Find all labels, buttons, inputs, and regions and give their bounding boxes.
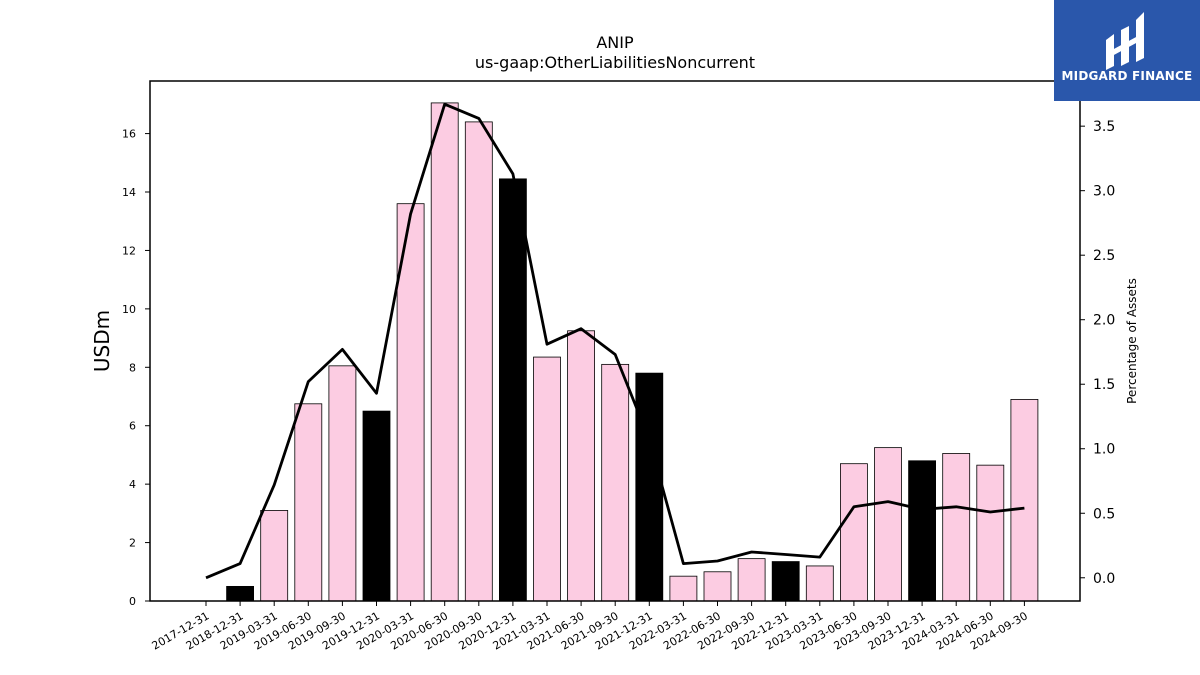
bar-2020-06-30 (430, 102, 459, 602)
bar-2019-12-31 (362, 410, 391, 602)
percentage-of-assets-line (205, 102, 1025, 580)
y2-tick-label: 1.0 (1093, 442, 1115, 458)
y-tick-label: 0 (129, 595, 136, 608)
y-tick-label: 16 (122, 128, 136, 141)
chart-subtitle: us-gaap:OtherLiabilitiesNoncurrent (475, 53, 755, 72)
bar-2023-09-30 (874, 447, 902, 602)
bar-2022-09-30 (737, 558, 766, 602)
bar-series (226, 102, 1039, 602)
y-tick-label: 12 (122, 244, 136, 257)
y-tick-label: 10 (122, 303, 136, 316)
line-series (205, 102, 1025, 580)
brand-name: MIDGARD FINANCE (1061, 69, 1193, 83)
bar-2024-03-31 (942, 453, 971, 602)
bar-2021-12-31 (635, 372, 664, 602)
bar-2018-12-31 (226, 585, 255, 602)
bar-2022-03-31 (669, 575, 698, 602)
bar-2021-03-31 (533, 356, 561, 602)
y2-tick-label: 0.5 (1093, 506, 1115, 522)
bar-2021-06-30 (567, 330, 595, 602)
bar-2024-06-30 (976, 464, 1005, 602)
y-tick-label: 6 (129, 420, 136, 433)
y2-tick-label: 1.5 (1093, 377, 1115, 393)
bar-2020-12-31 (498, 178, 527, 602)
bar-2022-12-31 (771, 561, 800, 602)
bar-2020-03-31 (396, 203, 425, 602)
bar-2019-03-31 (260, 510, 289, 602)
y2-tick-label: 3.5 (1093, 119, 1115, 135)
brand-logo: MIDGARD FINANCE (1054, 0, 1200, 101)
bar-2023-12-31 (908, 460, 936, 602)
bar-2021-09-30 (601, 363, 630, 602)
midgard-logo-icon (1054, 0, 1200, 101)
y-axis-left: 0 2 4 6 8 10 12 14 16 (122, 128, 150, 608)
y2-axis-label: Percentage of Assets (1125, 278, 1139, 404)
y2-tick-label: 2.5 (1093, 248, 1115, 264)
y-tick-label: 4 (129, 478, 136, 491)
y2-tick-label: 3.0 (1093, 184, 1115, 200)
y-axis-label: USDm (90, 310, 114, 372)
bar-2022-06-30 (703, 571, 732, 602)
bar-2019-09-30 (328, 365, 357, 602)
y-tick-label: 8 (129, 361, 136, 374)
bar-2023-06-30 (840, 463, 868, 602)
y-axis-right: 0.0 0.5 1.0 1.5 2.0 2.5 3.0 3.5 (1080, 119, 1115, 587)
x-axis: 2017-12-312018-12-312019-03-312019-06-30… (150, 601, 1030, 653)
bar-2020-09-30 (464, 121, 493, 602)
bar-2024-09-30 (1010, 399, 1039, 602)
y2-tick-label: 0.0 (1093, 571, 1115, 587)
y2-tick-label: 2.0 (1093, 313, 1115, 329)
y-tick-label: 14 (122, 186, 136, 199)
bar-2019-06-30 (294, 403, 323, 602)
y-tick-label: 2 (129, 537, 136, 550)
bar-2023-03-31 (805, 565, 834, 602)
chart-title: ANIP (596, 33, 634, 52)
